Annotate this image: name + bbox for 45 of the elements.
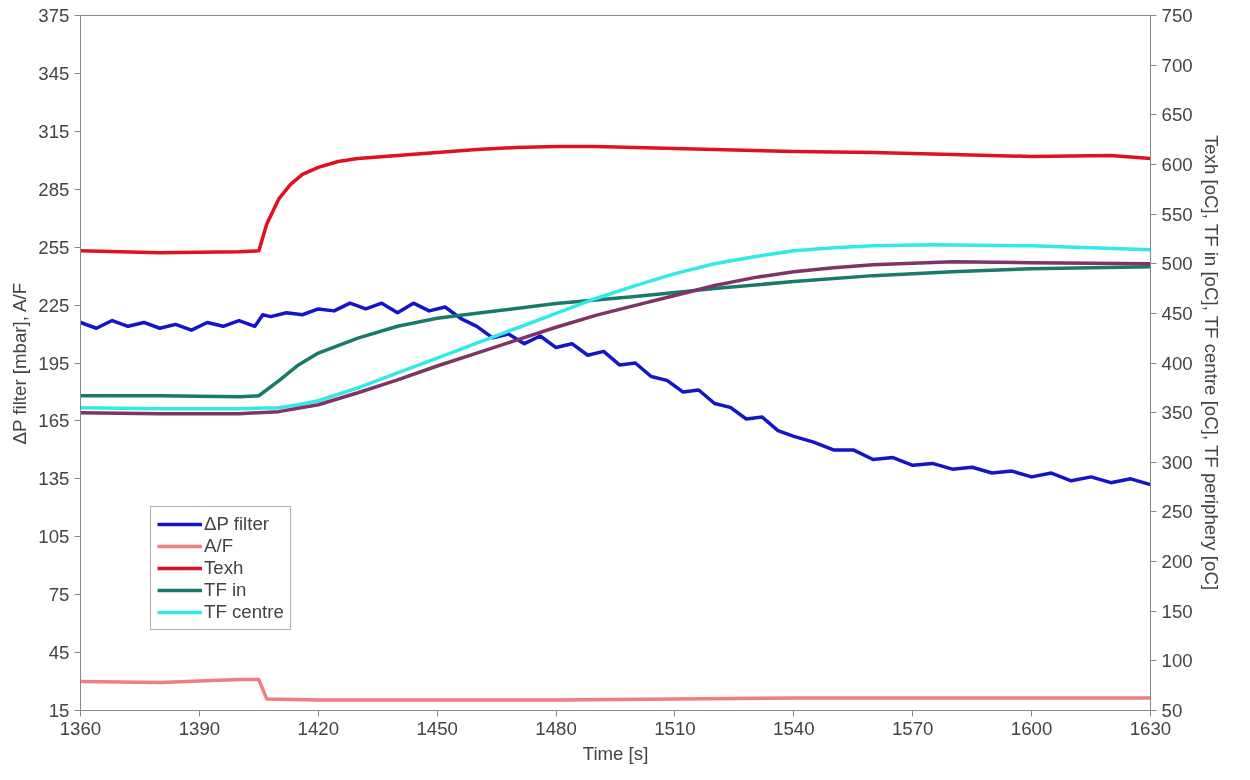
y2-tick-label: 200 xyxy=(1161,551,1193,573)
y-tick-label: 225 xyxy=(38,294,70,316)
y2-tick-label: 300 xyxy=(1161,451,1193,473)
x-tick-label: 1420 xyxy=(297,717,340,739)
x-tick-label: 1570 xyxy=(891,717,934,739)
y-tick-label: 195 xyxy=(38,352,70,374)
y-tick-label: 105 xyxy=(38,526,70,548)
y2-tick-label: 450 xyxy=(1161,302,1193,324)
y-axis-title: ΔP filter [mbar], A/F xyxy=(9,282,31,445)
line-series xyxy=(80,677,1151,702)
line-series xyxy=(80,144,1151,255)
y-tick-label: 165 xyxy=(38,410,70,432)
y2-tick-label: 250 xyxy=(1161,501,1193,523)
x-tick-label: 1450 xyxy=(416,717,458,739)
y2-tick-label: 350 xyxy=(1161,402,1193,424)
x-tick-label: 1480 xyxy=(535,717,577,739)
y2-tick-label: 100 xyxy=(1161,650,1193,672)
y-tick-label: 375 xyxy=(38,5,70,26)
y2-tick-label: 400 xyxy=(1161,352,1193,374)
x-tick-label: 1540 xyxy=(773,717,815,739)
y2-tick-label: 150 xyxy=(1161,600,1193,622)
y2-tick-label: 750 xyxy=(1161,5,1193,26)
y-tick-label: 255 xyxy=(38,236,70,258)
legend-label: A/F xyxy=(204,535,234,557)
x-tick-label: 1600 xyxy=(1010,717,1053,739)
y2-axis-title: Texh [oC], TF in [oC], TF centre [oC], TF periphery [oC] xyxy=(1200,134,1222,591)
line-series xyxy=(80,301,1151,487)
y2-tick-label: 650 xyxy=(1161,104,1193,126)
x-tick-label: 1510 xyxy=(654,717,696,739)
y2-tick-label: 700 xyxy=(1161,54,1193,76)
y2-tick-label: 500 xyxy=(1161,253,1193,275)
y2-tick-label: 600 xyxy=(1161,153,1193,175)
y-tick-label: 45 xyxy=(48,642,70,664)
legend-label: TF in xyxy=(204,579,247,601)
y-tick-label: 315 xyxy=(38,120,70,142)
x-tick-label: 1390 xyxy=(178,717,221,739)
y-tick-label: 135 xyxy=(38,468,70,490)
legend-label: TF centre xyxy=(204,601,284,623)
y-tick-label: 75 xyxy=(48,584,70,606)
legend-label: Texh xyxy=(204,557,244,579)
y2-tick-label: 550 xyxy=(1161,203,1193,225)
x-axis-title: Time [s] xyxy=(582,742,649,764)
y-tick-label: 345 xyxy=(38,62,70,84)
y-tick-label: 285 xyxy=(38,178,70,200)
legend-label: ΔP filter xyxy=(204,513,269,535)
